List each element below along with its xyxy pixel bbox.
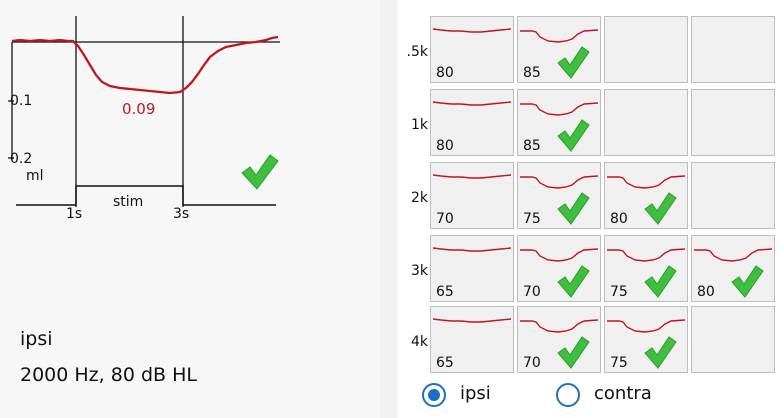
cell-trace <box>520 319 599 333</box>
stimulus-description: 2000 Hz, 80 dB HL <box>20 364 197 386</box>
y-tick-label-0.2: 0.2 <box>10 151 33 167</box>
check-icon <box>241 154 279 190</box>
cell-level-value: 80 <box>436 65 454 81</box>
check-icon <box>557 265 590 298</box>
grid-cell-r3-c1[interactable]: 70 <box>517 235 601 302</box>
stim-pulse <box>16 185 276 206</box>
grid-cell-r0-c3 <box>691 16 775 83</box>
reflex-grid-panel: .5k 80 85 1k 80 85 2k 70 75 80 3k 65 70 75 80 4k 65 70 75 … <box>398 0 784 418</box>
reflex-detail-panel: 0.1 0.2 ml 0.09 1s 3s stim ipsi 2000 Hz,… <box>0 0 380 418</box>
grid-cell-r0-c2 <box>604 16 688 83</box>
cell-level-value: 65 <box>436 284 454 300</box>
grid-cell-r3-c3[interactable]: 80 <box>691 235 775 302</box>
grid-cell-r4-c2[interactable]: 75 <box>604 306 688 373</box>
reflex-trace <box>11 35 279 95</box>
check-icon <box>557 46 590 79</box>
cell-trace <box>520 175 599 189</box>
cell-level-value: 85 <box>523 65 541 81</box>
cell-level-value: 65 <box>436 355 454 371</box>
cell-level-value: 80 <box>697 284 715 300</box>
check-icon <box>644 192 677 225</box>
row-label-1k: 1k <box>410 117 428 133</box>
grid-cell-r3-c0[interactable]: 65 <box>430 235 514 302</box>
cell-level-value: 85 <box>523 138 541 154</box>
cell-level-value: 75 <box>523 211 541 227</box>
y-tick-label-0.1: 0.1 <box>10 93 33 109</box>
row-label-4k: 4k <box>410 334 428 350</box>
grid-cell-r3-c2[interactable]: 75 <box>604 235 688 302</box>
cell-trace <box>432 247 512 252</box>
cell-trace <box>520 102 599 116</box>
cell-level-value: 80 <box>610 211 628 227</box>
grid-cell-r1-c1[interactable]: 85 <box>517 89 601 156</box>
grid-cell-r2-c0[interactable]: 70 <box>430 162 514 229</box>
y-unit-label: ml <box>26 168 44 184</box>
cell-trace <box>694 248 773 262</box>
radio-ipsi-label[interactable]: ipsi <box>460 383 491 404</box>
cell-level-value: 75 <box>610 355 628 371</box>
row-label-2k: 2k <box>410 190 428 206</box>
grid-cell-r2-c3 <box>691 162 775 229</box>
cell-trace <box>432 28 512 33</box>
cell-trace <box>432 101 512 106</box>
grid-cell-r1-c0[interactable]: 80 <box>430 89 514 156</box>
grid-cell-r4-c0[interactable]: 65 <box>430 306 514 373</box>
grid-cell-r2-c2[interactable]: 80 <box>604 162 688 229</box>
row-label-3k: 3k <box>410 263 428 279</box>
cell-level-value: 70 <box>523 355 541 371</box>
grid-cell-r0-c1[interactable]: 85 <box>517 16 601 83</box>
ear-label: ipsi <box>20 328 53 350</box>
reflex-trace-graph <box>8 16 280 207</box>
cell-level-value: 70 <box>523 284 541 300</box>
cell-level-value: 80 <box>436 138 454 154</box>
cell-level-value: 70 <box>436 211 454 227</box>
peak-value-label: 0.09 <box>122 100 156 118</box>
cell-trace <box>607 248 686 262</box>
check-icon <box>731 265 764 298</box>
radio-contra[interactable] <box>556 383 580 407</box>
x-tick-label-1s: 1s <box>66 206 83 222</box>
check-icon <box>557 119 590 152</box>
cell-trace <box>432 174 512 179</box>
radio-ipsi[interactable] <box>422 383 446 407</box>
stim-label: stim <box>113 194 144 210</box>
check-icon <box>557 192 590 225</box>
grid-cell-r0-c0[interactable]: 80 <box>430 16 514 83</box>
cell-trace <box>432 318 512 323</box>
cell-trace <box>520 248 599 262</box>
grid-cell-r4-c3 <box>691 306 775 373</box>
radio-contra-label[interactable]: contra <box>594 383 652 404</box>
check-icon <box>557 336 590 369</box>
cell-trace <box>607 175 686 189</box>
row-label-5k: .5k <box>406 44 428 60</box>
grid-cell-r1-c3 <box>691 89 775 156</box>
check-icon <box>644 336 677 369</box>
x-tick-label-3s: 3s <box>173 206 190 222</box>
cell-level-value: 75 <box>610 284 628 300</box>
grid-cell-r2-c1[interactable]: 75 <box>517 162 601 229</box>
cell-trace <box>607 319 686 333</box>
grid-cell-r4-c1[interactable]: 70 <box>517 306 601 373</box>
cell-trace <box>520 29 599 43</box>
grid-cell-r1-c2 <box>604 89 688 156</box>
check-icon <box>644 265 677 298</box>
